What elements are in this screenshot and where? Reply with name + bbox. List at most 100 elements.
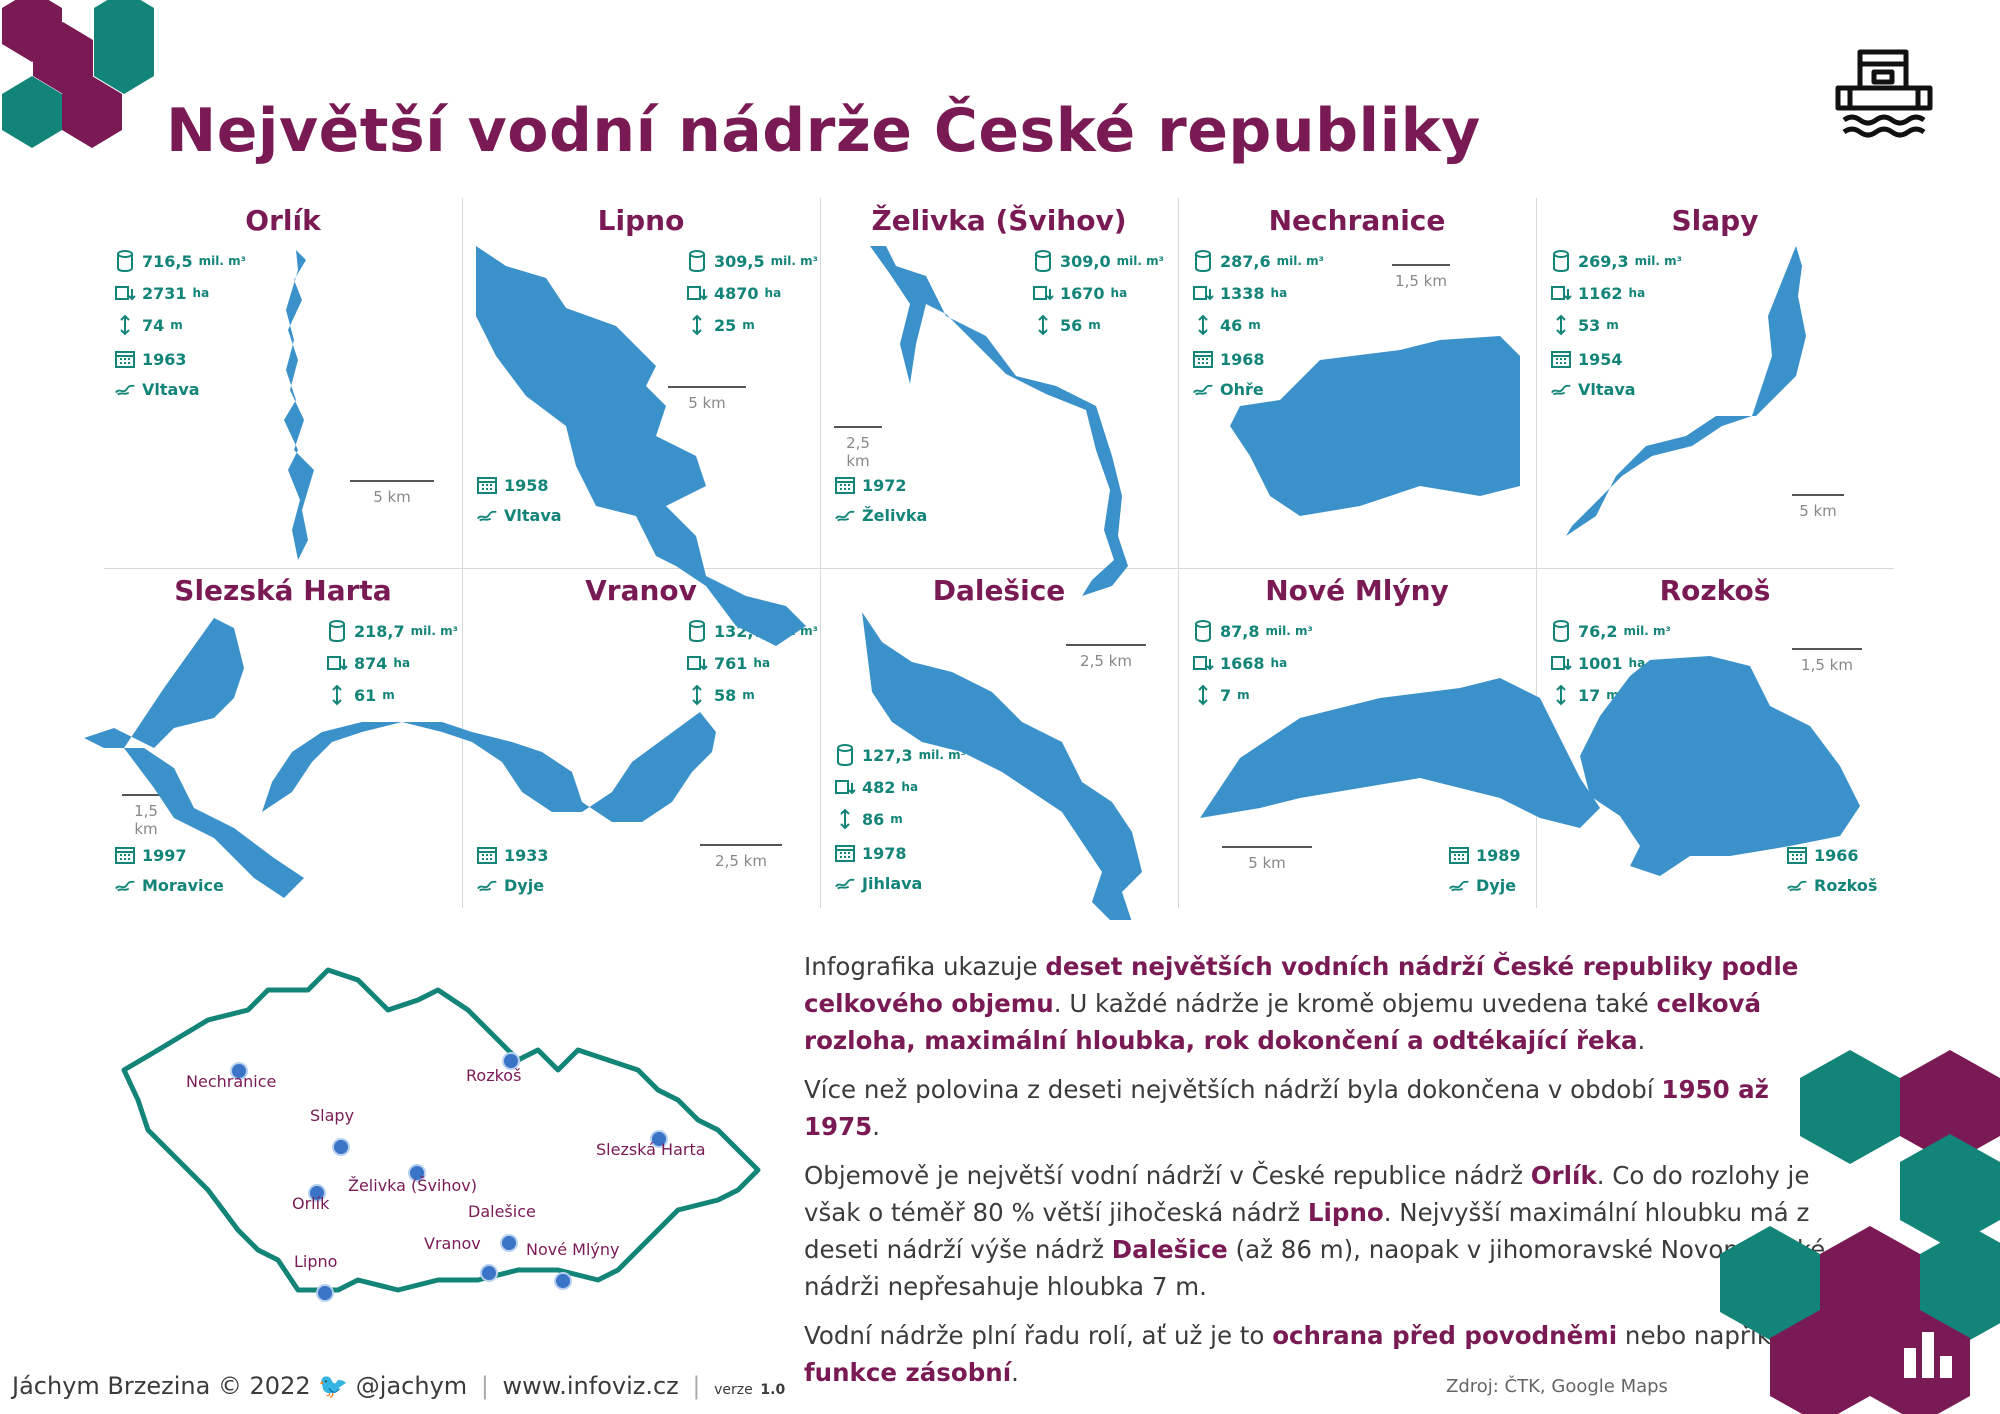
volume-icon (1550, 620, 1572, 642)
map-marker (316, 1284, 334, 1302)
year-stat: 1963 (114, 348, 187, 370)
volume-icon (1192, 250, 1214, 272)
volume-stat: 87,8 mil. m³ (1192, 620, 1313, 642)
reservoir-card: Lipno 309,5 mil. m³ 4870 ha 25 m 1958 Vltava 5 km (462, 198, 820, 566)
reservoir-card: Rozkoš 76,2 mil. m³ 1001 ha 17 m 1966 Rozkoš 1,5 … (1536, 568, 1894, 936)
depth-stat: 58 m (686, 684, 755, 706)
volume-stat: 287,6 mil. m³ (1192, 250, 1324, 272)
shape-slapy (1566, 246, 1806, 536)
map-label: Rozkoš (466, 1066, 522, 1085)
scale-bar: 1,5 km (1792, 648, 1862, 674)
chart-bars-icon (1904, 1332, 1952, 1378)
depth-stat: 61 m (326, 684, 395, 706)
reservoir-name: Nové Mlýny (1265, 574, 1449, 607)
depth-icon (114, 314, 136, 336)
reservoir-name: Slapy (1671, 204, 1759, 237)
river-icon (114, 874, 136, 896)
calendar-icon (114, 348, 136, 370)
depth-icon (1192, 314, 1214, 336)
volume-icon (686, 620, 708, 642)
depth-stat: 17 m (1550, 684, 1619, 706)
shape-nechranice (1230, 336, 1520, 516)
area-icon (1192, 282, 1214, 304)
czech-border (121, 967, 761, 1293)
volume-icon (1550, 250, 1572, 272)
area-stat: 761 ha (686, 652, 770, 674)
area-icon (1192, 652, 1214, 674)
year-stat: 1997 (114, 844, 187, 866)
river-stat: Želivka (834, 504, 927, 526)
map-marker (230, 1062, 248, 1080)
area-stat: 4870 ha (686, 282, 781, 304)
area-icon (114, 282, 136, 304)
reservoir-name: Lipno (597, 204, 685, 237)
reservoir-name: Nechranice (1268, 204, 1446, 237)
river-stat: Vltava (1550, 378, 1636, 400)
description-text: Infografika ukazuje deset největších vod… (804, 948, 1834, 1403)
reservoir-card: Nové Mlýny 87,8 mil. m³ 1668 ha 7 m 1989 Dyje 5 k… (1178, 568, 1536, 936)
map-marker (500, 1234, 518, 1252)
scale-bar: 2,5 km (834, 426, 882, 470)
year-stat: 1978 (834, 842, 907, 864)
depth-icon (1032, 314, 1054, 336)
river-icon (114, 378, 136, 400)
river-stat: Jihlava (834, 872, 922, 894)
reservoir-name: Dalešice (932, 574, 1066, 607)
river-stat: Vltava (114, 378, 200, 400)
scale-bar: 5 km (1222, 846, 1312, 872)
shape-orlik (284, 250, 314, 560)
czech-map (121, 967, 761, 1293)
area-stat: 482 ha (834, 776, 918, 798)
map-label: Nechranice (186, 1072, 277, 1091)
scale-bar: 5 km (350, 480, 434, 506)
calendar-icon (1448, 844, 1470, 866)
calendar-icon (834, 842, 856, 864)
area-stat: 1670 ha (1032, 282, 1127, 304)
calendar-icon (114, 844, 136, 866)
river-stat: Vltava (476, 504, 562, 526)
area-icon (686, 652, 708, 674)
shape-rozkos (1580, 656, 1860, 876)
depth-stat: 86 m (834, 808, 903, 830)
scale-bar: 5 km (1792, 494, 1844, 520)
volume-icon (834, 744, 856, 766)
footer-credits: Jáchym Brzezina © 2022 🐦 @jachym | www.i… (12, 1372, 786, 1400)
reservoir-name: Vranov (585, 574, 697, 607)
depth-icon (326, 684, 348, 706)
reservoir-card: Nechranice 287,6 mil. m³ 1338 ha 46 m 1968 Ohře 1… (1178, 198, 1536, 566)
shape-harta (84, 618, 304, 898)
decorative-hexagons-bottom-right (1720, 1050, 2000, 1414)
area-stat: 1162 ha (1550, 282, 1645, 304)
volume-stat: 716,5 mil. m³ (114, 250, 246, 272)
year-stat: 1966 (1786, 844, 1859, 866)
map-marker (308, 1184, 326, 1202)
map-marker (502, 1052, 520, 1070)
year-stat: 1968 (1192, 348, 1265, 370)
year-stat: 1958 (476, 474, 549, 496)
website-link[interactable]: www.infoviz.cz (502, 1372, 679, 1400)
river-icon (1192, 378, 1214, 400)
reservoir-name: Rozkoš (1659, 574, 1771, 607)
year-stat: 1954 (1550, 348, 1623, 370)
twitter-handle[interactable]: @jachym (355, 1372, 468, 1400)
calendar-icon (1786, 844, 1808, 866)
scale-bar: 2,5 km (700, 844, 782, 870)
river-icon (476, 874, 498, 896)
map-label: Slapy (310, 1106, 355, 1125)
shape-dalesice (862, 612, 1142, 920)
river-icon (1448, 874, 1470, 896)
volume-icon (326, 620, 348, 642)
volume-stat: 218,7 mil. m³ (326, 620, 458, 642)
reservoir-grid (104, 198, 1894, 908)
map-label: Orlík (292, 1194, 330, 1213)
depth-icon (1192, 684, 1214, 706)
year-stat: 1989 (1448, 844, 1521, 866)
area-stat: 874 ha (326, 652, 410, 674)
version-label: verze (714, 1382, 753, 1398)
river-stat: Moravice (114, 874, 224, 896)
area-stat: 1668 ha (1192, 652, 1287, 674)
area-icon (1032, 282, 1054, 304)
reservoir-name: Slezská Harta (174, 574, 392, 607)
map-label: Vranov (424, 1234, 481, 1253)
reservoir-name: Želivka (Švihov) (871, 204, 1127, 237)
